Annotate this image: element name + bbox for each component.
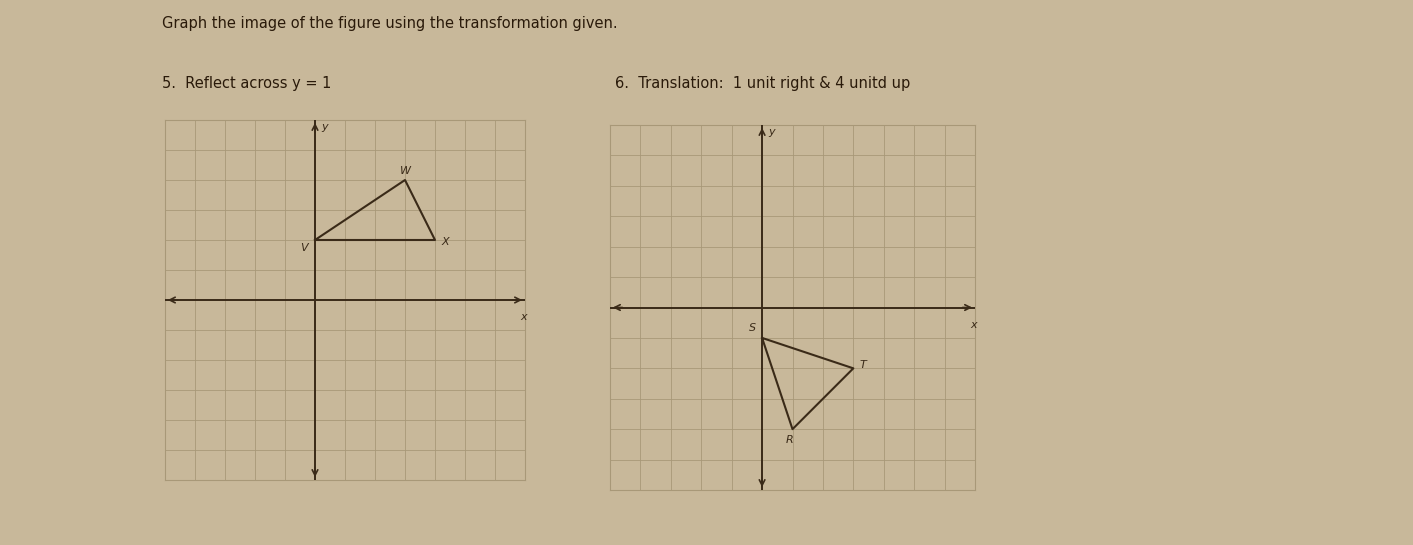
Text: y: y <box>769 126 774 136</box>
Text: R: R <box>786 435 793 445</box>
Text: x: x <box>520 312 527 322</box>
Text: 6.  Translation:  1 unit right & 4 unitd up: 6. Translation: 1 unit right & 4 unitd u… <box>615 76 910 92</box>
Text: Graph the image of the figure using the transformation given.: Graph the image of the figure using the … <box>162 16 617 32</box>
Text: 5.  Reflect across y = 1: 5. Reflect across y = 1 <box>162 76 332 92</box>
Text: T: T <box>859 360 866 370</box>
Text: S: S <box>749 323 756 334</box>
Text: X: X <box>441 237 448 247</box>
Text: W: W <box>400 166 411 175</box>
Text: x: x <box>971 320 976 330</box>
Text: y: y <box>321 122 328 131</box>
Text: V: V <box>300 243 308 253</box>
